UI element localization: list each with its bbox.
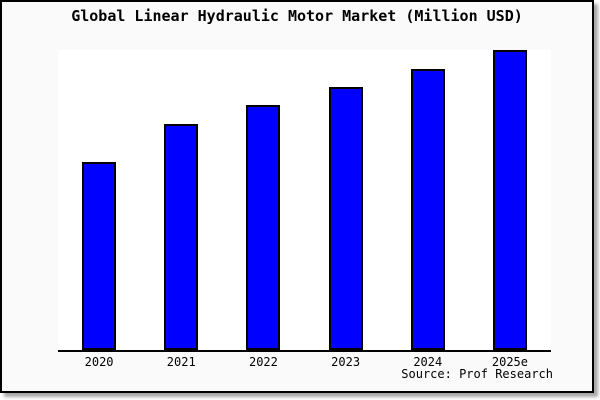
bar-slot-2020 (58, 50, 140, 350)
bar-2021 (164, 124, 199, 350)
x-tick-label-2022: 2022 (248, 355, 278, 369)
x-tick-label-2024: 2024 (413, 355, 443, 369)
bar-2022 (246, 105, 281, 350)
chart-title: Global Linear Hydraulic Motor Market (Mi… (71, 7, 523, 25)
source-note: Source: Prof Research (401, 367, 553, 381)
x-tick-label-2020: 2020 (84, 355, 114, 369)
x-axis-tick-labels: 2020 2021 2022 2023 2024 2025e (58, 355, 551, 369)
bar-2024 (410, 69, 445, 350)
bar-slot-2025e (469, 50, 551, 350)
bar-2025e (492, 50, 527, 350)
plot-area (58, 50, 551, 352)
bar-slot-2024 (387, 50, 469, 350)
x-tick-label-2023: 2023 (331, 355, 361, 369)
bar-2023 (328, 87, 363, 350)
bar-slot-2022 (222, 50, 304, 350)
bar-slot-2021 (140, 50, 222, 350)
x-tick-label-2025e: 2025e (491, 355, 528, 369)
x-tick-label-2021: 2021 (166, 355, 196, 369)
bar-2020 (82, 162, 117, 350)
bar-slot-2023 (305, 50, 387, 350)
